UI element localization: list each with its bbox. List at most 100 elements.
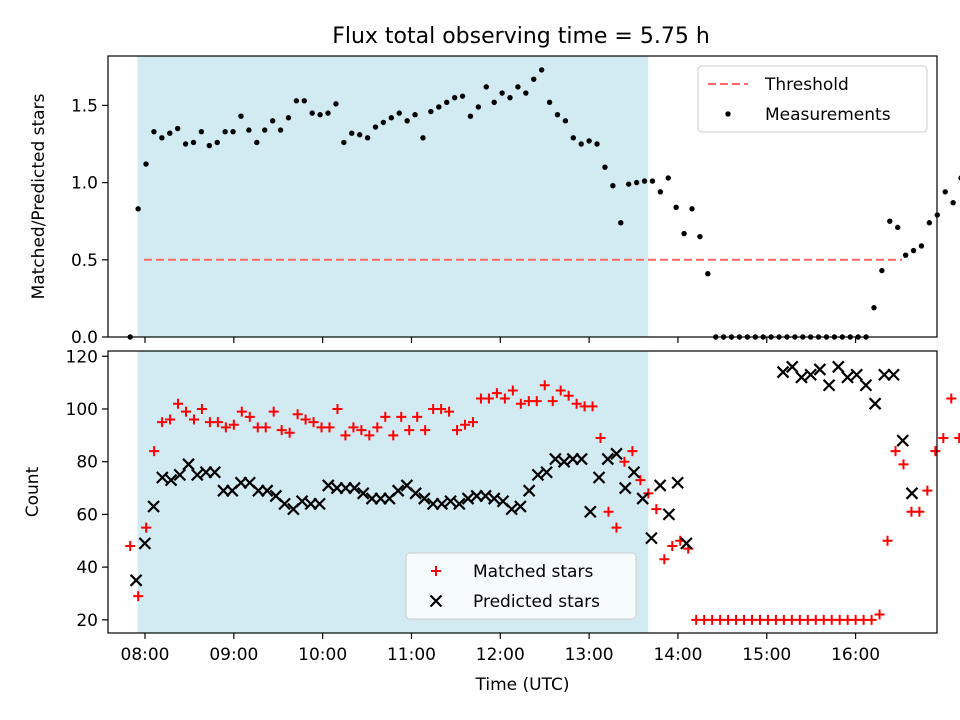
predicted-star-point bbox=[321, 479, 335, 492]
series-matched-stars bbox=[125, 380, 960, 625]
x-axis-label: Time (UTC) bbox=[475, 675, 570, 695]
measurement-point bbox=[356, 132, 363, 138]
predicted-star-point bbox=[487, 492, 501, 505]
x-tick-label: 09:00 bbox=[209, 645, 258, 665]
y-axis-label: Matched/Predicted stars bbox=[29, 93, 49, 299]
matched-star-point bbox=[380, 411, 391, 422]
measurement-point bbox=[254, 139, 260, 146]
predicted-star-point bbox=[557, 455, 571, 468]
predicted-star-point bbox=[522, 484, 536, 497]
legend: Threshold Measurements bbox=[697, 65, 928, 133]
y-tick-label: 120 bbox=[66, 347, 98, 367]
measurement-point bbox=[135, 206, 141, 212]
measurement-point bbox=[618, 220, 624, 226]
predicted-star-point bbox=[190, 468, 204, 482]
matched-star-point bbox=[452, 425, 463, 436]
matched-star-point bbox=[499, 393, 510, 404]
measurement-point bbox=[444, 99, 450, 106]
matched-star-point bbox=[914, 506, 925, 517]
measurement-point bbox=[697, 233, 703, 240]
predicted-star-point bbox=[549, 452, 562, 466]
measurement-point bbox=[586, 138, 592, 144]
predicted-star-point bbox=[295, 494, 309, 508]
matched-star-point bbox=[515, 398, 526, 409]
predicted-star-point bbox=[841, 371, 854, 384]
predicted-star-point bbox=[618, 481, 632, 495]
predicted-star-point bbox=[905, 487, 919, 500]
measurement-point bbox=[625, 181, 632, 187]
measurement-point bbox=[214, 139, 220, 146]
predicted-star-point bbox=[173, 468, 187, 482]
matched-star-point bbox=[866, 614, 877, 625]
legend-label: Matched stars bbox=[473, 562, 593, 582]
measurement-point bbox=[159, 135, 165, 141]
matched-star-point bbox=[188, 414, 199, 425]
matched-star-point bbox=[196, 403, 207, 414]
measurement-point bbox=[151, 128, 157, 135]
top-panel: 0.0 0.5 1.0 1.5 Matched/Predicted stars Thres… bbox=[29, 55, 960, 348]
measurement-point bbox=[246, 127, 252, 133]
matched-star-point bbox=[882, 535, 893, 546]
x-tick-label: 10:00 bbox=[298, 645, 347, 665]
predicted-star-point bbox=[156, 471, 169, 484]
matched-star-point bbox=[467, 417, 478, 428]
predicted-star-point bbox=[680, 537, 693, 550]
predicted-star-point bbox=[313, 497, 326, 511]
predicted-star-point bbox=[804, 368, 817, 381]
legend-box bbox=[405, 552, 637, 620]
legend-label: Predicted stars bbox=[473, 592, 600, 612]
measurement-point bbox=[578, 141, 584, 147]
matched-star-point bbox=[930, 446, 941, 457]
matched-star-point bbox=[460, 419, 471, 430]
matched-star-point bbox=[627, 446, 638, 457]
matched-star-point bbox=[898, 459, 909, 470]
measurement-point bbox=[594, 141, 600, 147]
measurement-point bbox=[689, 206, 695, 212]
matched-star-point bbox=[531, 396, 542, 407]
predicted-star-point bbox=[610, 447, 623, 461]
predicted-star-point bbox=[785, 360, 799, 374]
predicted-star-point bbox=[391, 484, 405, 497]
measurement-point bbox=[610, 182, 616, 189]
matched-star-point bbox=[396, 411, 407, 422]
legend-label: Threshold bbox=[764, 75, 849, 95]
predicted-star-point bbox=[147, 500, 160, 513]
matched-star-point bbox=[436, 403, 447, 414]
matched-star-point bbox=[372, 422, 383, 433]
y-tick-label: 100 bbox=[66, 400, 98, 420]
predicted-star-point bbox=[138, 537, 152, 550]
predicted-star-point bbox=[584, 505, 597, 519]
measurement-point bbox=[657, 189, 664, 195]
matched-star-point bbox=[619, 456, 630, 467]
measurement-point bbox=[705, 270, 711, 277]
y-axis-label: Count bbox=[23, 466, 43, 517]
measurement-point bbox=[262, 127, 268, 133]
measurement-point bbox=[190, 139, 197, 146]
predicted-star-point bbox=[182, 458, 195, 471]
predicted-star-point bbox=[627, 465, 641, 479]
measurement-point bbox=[665, 175, 671, 181]
measurement-point bbox=[554, 111, 561, 118]
matched-star-point bbox=[388, 430, 399, 441]
matched-star-point bbox=[420, 425, 431, 436]
measurement-point bbox=[602, 164, 608, 170]
measurement-point bbox=[546, 99, 553, 106]
matched-star-point bbox=[954, 432, 960, 443]
matched-star-point bbox=[173, 398, 184, 409]
measurement-point bbox=[436, 104, 442, 110]
matched-star-point bbox=[292, 409, 303, 420]
predicted-star-point bbox=[776, 365, 790, 379]
measurement-point bbox=[483, 84, 489, 90]
bottom-panel: 20 40 60 80 100 120 08:00 09:00 10:00 11:00 12:00 1… bbox=[23, 347, 960, 695]
legend-label: Measurements bbox=[765, 105, 891, 125]
measurement-point bbox=[926, 220, 933, 226]
predicted-star-point bbox=[531, 468, 545, 482]
measurement-point bbox=[531, 76, 537, 82]
predicted-star-point bbox=[461, 492, 475, 505]
matched-star-point bbox=[220, 422, 231, 433]
measurement-point bbox=[167, 130, 173, 136]
measurement-point bbox=[198, 128, 205, 135]
predicted-star-point bbox=[813, 363, 827, 376]
predicted-star-point bbox=[601, 452, 615, 466]
measurement-point bbox=[182, 141, 189, 147]
